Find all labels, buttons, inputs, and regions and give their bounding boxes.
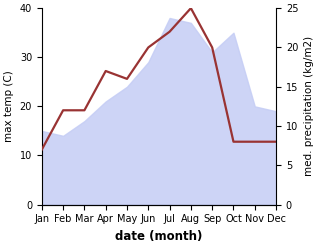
Y-axis label: med. precipitation (kg/m2): med. precipitation (kg/m2) — [304, 36, 314, 176]
Y-axis label: max temp (C): max temp (C) — [4, 70, 14, 142]
X-axis label: date (month): date (month) — [115, 230, 203, 243]
